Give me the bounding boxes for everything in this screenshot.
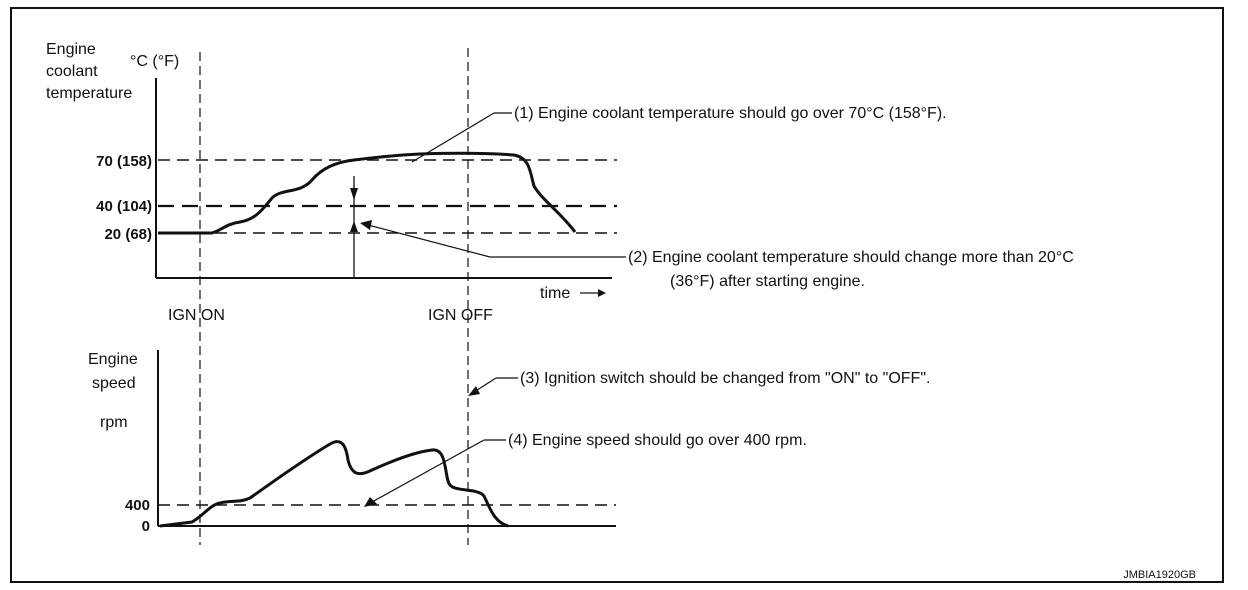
callout-1-leader <box>411 112 495 163</box>
note-2-line-2: (36°F) after starting engine. <box>670 273 865 290</box>
tick-label-20: 20 (68) <box>104 226 152 243</box>
delta-arrow-down <box>350 188 358 200</box>
callout-2-arrow <box>360 220 372 230</box>
coolant-yunit: °C (°F) <box>130 53 179 70</box>
speed-ylabel-line-2: speed <box>92 375 136 392</box>
note-4: (4) Engine speed should go over 400 rpm. <box>508 432 807 449</box>
delta-arrow-up <box>350 221 358 232</box>
ign-on-label: IGN ON <box>168 307 225 324</box>
note-2-line-1: (2) Engine coolant temperature should ch… <box>628 249 1074 266</box>
figure-border <box>10 7 1224 583</box>
coolant-temperature-curve <box>158 151 577 235</box>
coolant-ylabel-line-3: temperature <box>46 85 132 102</box>
callout-4-leader <box>371 439 485 503</box>
callout-4-arrow <box>364 497 377 507</box>
engine-speed-chart: Engine speed rpm 400 0 <box>88 350 616 535</box>
ign-off-label: IGN OFF <box>428 307 493 324</box>
tick-label-70: 70 (158) <box>96 153 152 170</box>
coolant-ylabel-line-1: Engine <box>46 41 96 58</box>
note-3: (3) Ignition switch should be changed fr… <box>520 370 930 387</box>
tick-label-0: 0 <box>142 518 150 535</box>
coolant-ylabel-line-2: coolant <box>46 63 98 80</box>
time-label: time <box>540 285 570 302</box>
note-1: (1) Engine coolant temperature should go… <box>514 105 947 122</box>
callout-2-leader <box>367 224 491 258</box>
tick-label-40: 40 (104) <box>96 198 152 215</box>
time-arrow-head <box>598 289 606 297</box>
callout-3-arrow <box>468 386 480 396</box>
engine-speed-curve <box>159 440 509 528</box>
coolant-temperature-chart: Engine coolant temperature °C (°F) 70 (1… <box>46 41 617 324</box>
tick-label-400: 400 <box>125 497 150 514</box>
speed-ylabel-line-1: Engine <box>88 351 138 368</box>
speed-yunit: rpm <box>100 414 128 431</box>
figure-code: JMBIA1920GB <box>1123 569 1196 581</box>
